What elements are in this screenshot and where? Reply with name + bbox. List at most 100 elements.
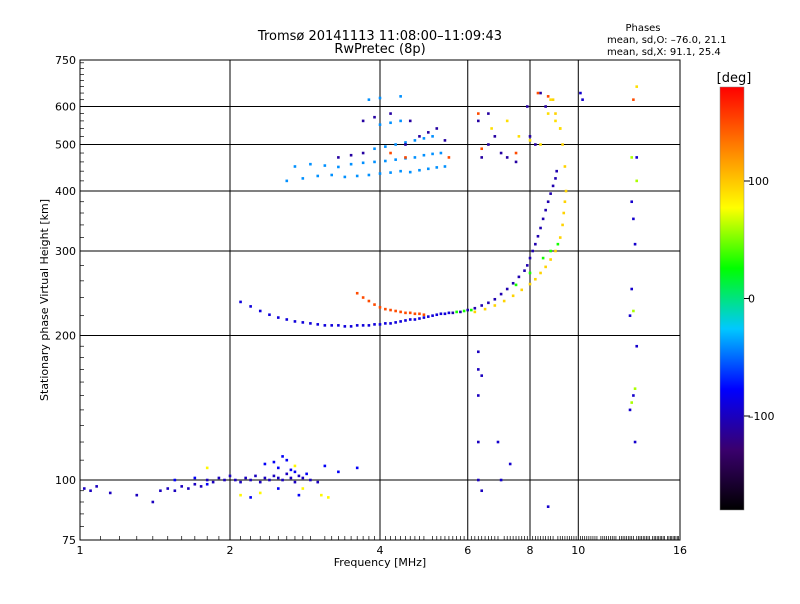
data-point <box>477 350 480 354</box>
data-point <box>630 200 634 204</box>
y-tick-label: 600 <box>55 101 76 114</box>
x-tick-label: 1 <box>77 544 84 557</box>
data-point <box>349 162 353 166</box>
data-point <box>487 301 490 305</box>
data-point <box>135 493 139 497</box>
data-point <box>276 316 280 319</box>
data-point <box>505 156 509 159</box>
data-point <box>389 121 392 125</box>
data-point <box>349 325 353 328</box>
data-point <box>276 476 280 480</box>
data-point <box>549 98 552 101</box>
data-point <box>384 307 387 311</box>
data-point <box>413 318 417 321</box>
data-point <box>404 156 407 159</box>
data-point <box>502 299 506 303</box>
data-point <box>399 169 402 173</box>
y-axis-label: Stationary phase Virtual Height [km] <box>38 199 51 401</box>
data-point <box>435 166 439 169</box>
x-tick-label: 16 <box>673 544 687 557</box>
data-point <box>473 310 477 314</box>
data-point <box>536 234 540 238</box>
data-point <box>632 217 635 221</box>
data-point <box>630 156 634 159</box>
data-point <box>418 312 421 316</box>
data-point <box>556 242 560 246</box>
data-point <box>389 151 392 155</box>
data-point <box>431 135 434 138</box>
data-point <box>293 320 297 323</box>
colorbar-label: [deg] <box>717 71 752 86</box>
data-point <box>447 311 451 315</box>
data-point <box>544 105 547 108</box>
y-tick-label: 200 <box>55 330 76 343</box>
data-point <box>355 324 359 327</box>
data-point <box>628 314 632 317</box>
data-point <box>422 316 426 319</box>
data-point <box>632 98 635 101</box>
phase-stats-x: mean, sd,X: 91.1, 25.4 <box>607 47 721 58</box>
data-point <box>525 264 529 267</box>
data-point <box>389 112 392 115</box>
data-point <box>205 482 209 486</box>
data-point <box>239 480 242 484</box>
data-point <box>635 344 639 348</box>
data-point <box>361 151 365 155</box>
data-point <box>480 489 484 493</box>
data-point <box>632 309 635 313</box>
y-tick-label: 400 <box>55 185 76 198</box>
data-point <box>234 478 237 482</box>
colorbar-tick-label: 0 <box>748 293 755 306</box>
data-point <box>561 223 564 227</box>
data-point <box>223 478 226 482</box>
data-point <box>483 307 487 311</box>
data-point <box>422 153 426 157</box>
data-point <box>514 151 518 155</box>
data-point <box>496 440 500 444</box>
data-point <box>435 127 439 130</box>
data-point <box>505 119 509 123</box>
data-point <box>549 258 552 261</box>
colorbar-tick-label: 100 <box>748 175 769 188</box>
data-point <box>373 115 376 119</box>
data-point <box>249 305 252 308</box>
data-point <box>244 476 247 480</box>
data-point <box>263 462 267 466</box>
data-point <box>297 493 301 497</box>
data-point <box>544 208 547 212</box>
data-point <box>455 310 458 314</box>
data-point <box>563 165 567 168</box>
data-point <box>276 487 280 490</box>
data-point <box>367 324 371 327</box>
data-point <box>630 287 634 291</box>
data-point <box>309 162 312 166</box>
data-point <box>389 308 392 312</box>
data-point <box>633 440 637 444</box>
x-tick-label: 10 <box>571 544 585 557</box>
data-point <box>367 173 371 177</box>
data-point <box>628 408 632 412</box>
data-point <box>630 401 634 404</box>
data-point <box>293 480 297 484</box>
data-point <box>373 303 376 306</box>
data-point <box>505 287 509 291</box>
data-point <box>281 478 284 482</box>
x-tick-label: 2 <box>227 544 234 557</box>
data-point <box>554 119 557 123</box>
chart-subtitle: RwPretec (8p) <box>334 42 425 57</box>
data-point <box>309 322 312 325</box>
data-point <box>394 309 397 313</box>
data-point <box>493 304 497 307</box>
data-point <box>316 480 320 484</box>
data-point <box>561 143 564 146</box>
data-point <box>443 165 447 168</box>
data-point <box>330 324 334 327</box>
data-point <box>404 141 407 144</box>
data-point <box>499 478 503 482</box>
data-point <box>309 478 312 482</box>
data-point <box>528 139 532 142</box>
data-point <box>635 156 639 159</box>
data-point <box>413 312 417 316</box>
data-point <box>422 313 426 317</box>
data-point <box>367 299 371 303</box>
